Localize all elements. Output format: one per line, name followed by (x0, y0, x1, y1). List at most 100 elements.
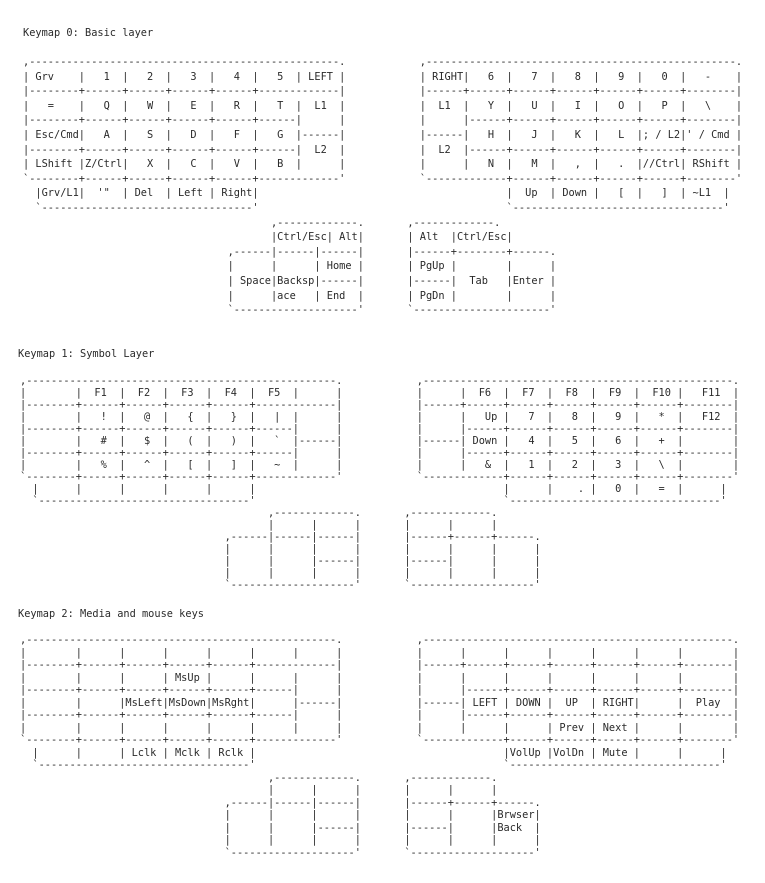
ascii-line: | | | | | | (20, 784, 739, 797)
left-half-line: ,-------------. (20, 771, 361, 784)
ascii-line: ,-------------. ,-------------. (20, 772, 739, 785)
keymap-2-title: Keymap 2: Media and mouse keys (18, 608, 204, 620)
ascii-line: | | F1 | F2 | F3 | F4 | F5 | | | | F6 | … (20, 387, 739, 399)
right-half-line: |------+--------+------. (407, 245, 557, 258)
right-half-line: | RIGHT| 6 | 7 | 8 | 9 | 0 | - | (407, 70, 743, 83)
ascii-line: ,-------------. ,-------------. (23, 216, 742, 231)
left-half-line: | | | (20, 784, 361, 796)
right-half-line: | | | | | | | | (404, 646, 740, 659)
left-half-line: | | | | (20, 809, 361, 821)
right-half-line: `----------------------------------' (407, 201, 730, 214)
ascii-line: | | | Home | | PgUp | | | (23, 259, 742, 274)
ascii-line: ,---------------------------------------… (20, 375, 739, 387)
ascii-line: ,------|------|------| |------+------+---… (20, 531, 739, 543)
left-half-line: | | |MsLeft|MsDown|MsRght| |------| (20, 696, 343, 709)
left-half-line: ,---------------------------------------… (20, 375, 343, 387)
left-half-line: | | | | MsUp | | | | (20, 671, 343, 684)
right-half-line: | |------+------+------+------+------+--… (404, 423, 740, 435)
ascii-line: | | |MsLeft|MsDown|MsRght| |------| |---… (20, 697, 739, 710)
ascii-line: | | | | MsUp | | | | | | | | | | | | (20, 672, 739, 685)
ascii-line: `----------------------------------' `--… (20, 495, 739, 507)
left-half-line: | | % | ^ | [ | ] | ~ | | (20, 459, 343, 471)
ascii-line: `--------------------' `-----------------… (20, 847, 739, 860)
right-half-line: | PgUp | | | (407, 260, 557, 273)
ascii-line: | | | | | | | | | | | | | | | | (20, 647, 739, 660)
left-half-line: |--------+------+------+------+------+--… (20, 423, 343, 435)
ascii-line: |--------+------+------+------+------+--… (23, 84, 742, 99)
left-half-line: `--------+------+------+------+------+--… (20, 734, 343, 746)
left-half-line: ,------|------|------| (20, 531, 361, 543)
left-half-line: `--------------------' (20, 846, 361, 859)
left-half-line: |Ctrl/Esc| Alt| (23, 231, 364, 244)
ascii-line: | = | Q | W | E | R | T | L1 | | L1 | Y … (23, 99, 742, 114)
left-half-line: `----------------------------------' (23, 201, 259, 214)
keymap-1-title: Keymap 1: Symbol Layer (18, 348, 155, 360)
left-half-line: ,------|------|------| (23, 245, 364, 258)
left-half-line: ,---------------------------------------… (20, 634, 343, 646)
ascii-line: | LShift |Z/Ctrl| X | C | V | B | | | | … (23, 157, 742, 172)
ascii-line: ,------|------|------| |------+--------+-… (23, 245, 742, 260)
ascii-line: | | | Lclk | Mclk | Rclk | |VolUp |VolDn… (20, 747, 739, 760)
ascii-line: ,---------------------------------------… (20, 634, 739, 647)
left-half-line: | | | | (20, 567, 361, 579)
right-half-line: |VolUp |VolDn | Mute | | | (404, 746, 727, 759)
ascii-line: | | |------| |------| |Back | (20, 822, 739, 835)
ascii-line: |--------+------+------+------+------+--… (23, 143, 742, 158)
left-half-line: `--------+------+------+------+------+--… (20, 471, 343, 483)
right-half-line: |------| LEFT | DOWN | UP | RIGHT| | Pla… (404, 696, 740, 709)
ascii-line: | | | | | | (20, 519, 739, 531)
left-half-line: |--------+------+------+------+------+--… (23, 114, 346, 127)
right-half-line: `-------------+------+------+------+----… (407, 172, 743, 185)
left-half-line: |Grv/L1| '" | Del | Left | Right| (23, 187, 259, 200)
ascii-line: |--------+------+------+------+------+--… (20, 684, 739, 697)
right-half-line: ,-------------. (407, 216, 501, 229)
right-half-line: | Up | Down | [ | ] | ~L1 | (407, 187, 730, 200)
ascii-line: `--------------------' `-----------------… (20, 579, 739, 591)
ascii-line: | | | | | | |Brwser| (20, 809, 739, 822)
left-half-line: |--------+------+------+------+------+--… (23, 85, 346, 98)
right-half-line: | | & | 1 | 2 | 3 | \ | | (404, 459, 740, 471)
right-half-line: | L1 | Y | U | I | O | P | \ | (407, 99, 743, 112)
right-half-line: |------+------+------+------+------+----… (407, 85, 743, 98)
right-half-line: | | | | (404, 834, 541, 846)
right-half-line: | |------+------+------+------+------+--… (404, 447, 740, 459)
right-half-line: `----------------------------------' (404, 495, 727, 507)
ascii-line: |--------+------+------+------+------+--… (20, 399, 739, 411)
ascii-line: `----------------------------------' `--… (20, 759, 739, 772)
right-half-line: | | | (404, 519, 498, 531)
ascii-line: | | % | ^ | [ | ] | ~ | | | | & | 1 | 2 … (20, 459, 739, 471)
right-half-line: | L2 |------+------+------+------+------… (407, 143, 743, 156)
keymap-1-diagram: ,---------------------------------------… (20, 375, 739, 591)
right-half-line: | | | | (404, 567, 541, 579)
right-half-line: |------| Down | 4 | 5 | 6 | + | | (404, 435, 740, 447)
left-half-line: ,-------------. (20, 507, 361, 519)
right-half-line: `--------------------' (404, 579, 541, 591)
ascii-line: | Space|Backsp|------| |------| Tab |Ente… (23, 274, 742, 289)
ascii-line: | Grv | 1 | 2 | 3 | 4 | 5 | LEFT | | RIG… (23, 70, 742, 85)
ascii-line: |--------+------+------+------+------+--… (20, 447, 739, 459)
right-half-line: |------+------+------+------+------+----… (404, 659, 740, 671)
left-half-line: | | | Lclk | Mclk | Rclk | (20, 746, 256, 759)
left-half-line: | Space|Backsp|------| (23, 274, 364, 287)
right-half-line: | | |Brwser| (404, 809, 541, 821)
right-half-line: | |------+------+------+------+------+--… (404, 709, 740, 721)
left-half-line: | | # | $ | ( | ) | ` |------| (20, 435, 343, 447)
ascii-line: `--------------------' `-----------------… (23, 303, 742, 318)
left-half-line: | Esc/Cmd| A | S | D | F | G |------| (23, 128, 346, 141)
ascii-line: | | | | | | | | (20, 543, 739, 555)
ascii-line: | | ! | @ | { | } | | | | | | Up | 7 | 8… (20, 411, 739, 423)
keymap-0-title: Keymap 0: Basic layer (23, 27, 154, 39)
ascii-line: `----------------------------------' `--… (23, 201, 742, 216)
left-half-line: `----------------------------------' (20, 495, 256, 507)
ascii-line: | | # | $ | ( | ) | ` |------| |------| … (20, 435, 739, 447)
left-half-line: ,------|------|------| (20, 796, 361, 809)
right-half-line: |------+------+------. (404, 796, 541, 809)
ascii-line: |Grv/L1| '" | Del | Left | Right| | Up |… (23, 186, 742, 201)
left-half-line: |--------+------+------+------+------+--… (23, 143, 346, 156)
ascii-line: |--------+------+------+------+------+--… (23, 113, 742, 128)
right-half-line: `----------------------' (407, 304, 557, 317)
left-half-line: | | ! | @ | { | } | | | | (20, 411, 343, 423)
ascii-line: | Esc/Cmd| A | S | D | F | G |------| |-… (23, 128, 742, 143)
right-half-line: | | . | 0 | = | | (404, 483, 727, 495)
left-half-line: | |ace | End | (23, 289, 364, 302)
